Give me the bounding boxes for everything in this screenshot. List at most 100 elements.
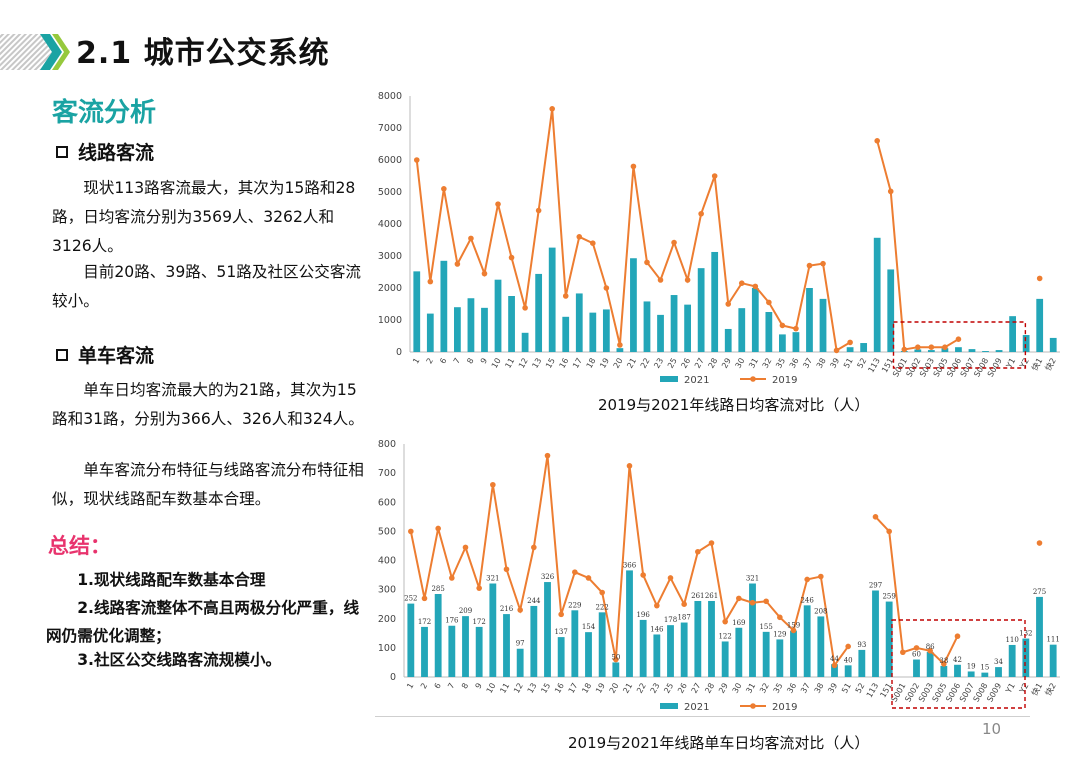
point-2019-29: [725, 301, 732, 307]
section-title: 客流分析: [52, 98, 157, 128]
bar-2021-16: [562, 316, 570, 352]
bar-2021-15: [544, 582, 551, 677]
y-tick-label: 2000: [378, 283, 402, 294]
bar-data-label: 44: [830, 655, 839, 663]
point-2019-32: [766, 299, 772, 306]
bar-2021-32: [765, 312, 773, 352]
bar-2021-30: [735, 627, 743, 677]
point-2019-15: [544, 452, 551, 459]
point-2019-S003: [927, 647, 933, 654]
x-tick-label: 113: [865, 682, 880, 700]
bar-data-label: 154: [582, 623, 596, 631]
vehicle-daily-flow-chart: 0100200300400500600700800252172285176209…: [378, 439, 1060, 713]
point-2019-25: [671, 239, 677, 246]
point-2019-19: [603, 285, 610, 291]
bar-2021-1: [407, 603, 415, 677]
bar-2021-7: [448, 625, 456, 677]
bar-2021-51: [846, 347, 854, 352]
x-tick-label: 16: [558, 357, 571, 370]
x-tick-label: 快2: [1043, 681, 1058, 697]
point-2019-12: [517, 607, 523, 613]
point-2019-30: [738, 280, 745, 286]
point-2019-8: [468, 235, 474, 242]
y-tick-label: 400: [378, 556, 396, 567]
x-tick-label: 10: [485, 682, 498, 695]
bar-2021-38: [819, 298, 827, 352]
bar-data-label: 34: [994, 658, 1003, 666]
y-tick-label: 800: [378, 439, 396, 450]
point-2019-38: [818, 573, 824, 580]
bar-data-label: 169: [732, 619, 745, 627]
point-2019-151: [886, 528, 892, 535]
x-tick-label: 35: [772, 682, 785, 695]
x-tick-label: 7: [446, 682, 456, 691]
point-2019-S001: [901, 346, 908, 353]
point-2019-22: [640, 572, 646, 578]
x-tick-label: 快1: [1029, 681, 1044, 697]
bar-2021-S002: [913, 659, 920, 677]
bar-2021-S007: [967, 671, 975, 677]
bar-2021-19: [602, 309, 610, 352]
x-tick-label: 19: [594, 682, 607, 695]
x-tick-label: Y1: [1004, 682, 1017, 696]
point-2019-12: [522, 305, 528, 311]
bar-data-label: 321: [486, 575, 499, 583]
point-2019-113: [874, 138, 880, 144]
point-2019-S001: [900, 649, 906, 656]
x-tick-label: 20: [608, 682, 621, 695]
vehicle-flow-paragraph-2: 单车客流分布特征与线路客流分布特征相似，现状线路配车数基本合理。: [52, 461, 364, 508]
x-tick-label: S009: [986, 357, 1004, 379]
bar-2021-37: [806, 288, 813, 352]
bar-2021-2: [421, 626, 428, 677]
x-tick-label: 15: [539, 682, 552, 695]
summary-title: 总结：: [48, 534, 111, 558]
bar-2021-11: [503, 614, 510, 677]
x-tick-label: 17: [571, 357, 584, 370]
chart1-caption: 2019与2021年线路日均客流对比（人）: [598, 396, 870, 414]
x-tick-label: 31: [747, 357, 760, 370]
bar-2021-31: [751, 288, 759, 352]
point-2019-39: [831, 662, 838, 669]
y-tick-label: 0: [396, 347, 402, 358]
bar-2021-7: [454, 307, 461, 352]
x-tick-label: 39: [826, 682, 839, 695]
bar-2021-13: [530, 605, 538, 677]
x-tick-label: 13: [526, 682, 539, 695]
point-2019-35: [779, 322, 786, 329]
y-tick-label: 200: [378, 614, 396, 625]
bar-2021-S007: [968, 349, 976, 352]
point-2019-18: [590, 240, 596, 246]
summary-item-2: 2.线路客流整体不高且两极分化严重，线网仍需优化调整；: [46, 599, 360, 645]
x-tick-label: 37: [801, 357, 814, 370]
x-tick-label: 13: [530, 357, 543, 370]
point-2019-16: [558, 611, 564, 618]
bar-2021-17: [575, 293, 583, 352]
point-2019-21: [626, 463, 633, 469]
point-2019-快1: [1036, 540, 1043, 546]
x-tick-label: 27: [690, 682, 703, 695]
bar-2021-26: [680, 622, 688, 677]
x-tick-label: S009: [985, 682, 1003, 704]
point-2019-28: [708, 540, 715, 546]
bar-data-label: 209: [459, 607, 472, 615]
bar-data-label: 40: [844, 656, 853, 664]
x-tick-label: 21: [621, 682, 634, 695]
bar-2021-25: [667, 625, 674, 677]
point-2019-6: [435, 525, 441, 532]
x-tick-label: 11: [498, 682, 511, 695]
legend-2021-label: 2021: [684, 375, 709, 386]
legend-2019-label: 2019: [772, 702, 797, 713]
bar-data-label: 42: [953, 656, 962, 664]
bar-2021-23: [657, 314, 664, 352]
bar-2021-S009: [995, 350, 1003, 352]
point-2019-11: [503, 566, 510, 573]
bar-2021-8: [467, 298, 475, 352]
bar-data-label: 275: [1033, 588, 1046, 596]
point-2019-2: [421, 595, 428, 602]
bar-data-label: 259: [882, 593, 895, 601]
x-tick-label: 快2: [1043, 356, 1058, 372]
bar-data-label: 155: [759, 623, 772, 631]
bar-2021-22: [639, 619, 647, 677]
x-tick-label: 10: [490, 357, 503, 370]
